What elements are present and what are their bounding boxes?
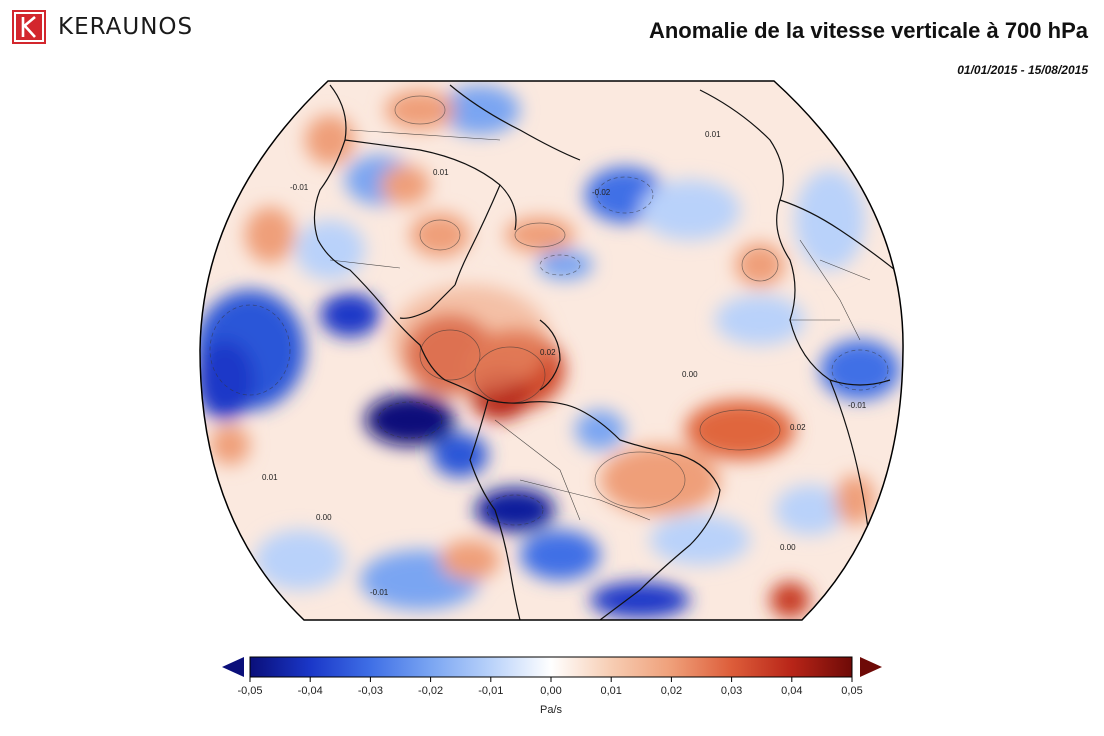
colorbar-tick-label: -0,01 (478, 685, 503, 697)
colorbar-tick-label: -0,04 (298, 685, 323, 697)
colorbar-tick-label: 0,02 (661, 685, 682, 697)
contour-label: -0.01 (848, 401, 867, 410)
colorbar-tick-label: -0,03 (358, 685, 383, 697)
colorbar-tick-label: 0,00 (540, 685, 561, 697)
date-period: 01/01/2015 - 15/08/2015 (957, 63, 1088, 77)
contour-label: 0.01 (262, 473, 278, 482)
colorbar-tick-label: -0,02 (418, 685, 443, 697)
contour-label: 0.01 (433, 168, 449, 177)
globe-field: 0.01 -0.01 0.00 0.02 -0.02 0.01 0.00 0.0… (200, 81, 904, 620)
colorbar-max-arrow-icon (860, 657, 882, 677)
colorbar-tick-label: 0,05 (841, 685, 862, 697)
contour-label: 0.00 (682, 370, 698, 379)
contour-label: 0.02 (540, 348, 556, 357)
colorbar-tick-label: 0,04 (781, 685, 802, 697)
contour-label: -0.02 (592, 188, 611, 197)
contour-label: 0.02 (790, 423, 806, 432)
colorbar-tick-label: 0,03 (721, 685, 742, 697)
contour-label: 0.00 (316, 513, 332, 522)
colorbar-min-arrow-icon (222, 657, 244, 677)
brand-name: KERAUNOS (58, 14, 194, 40)
colorbar-tick-label: 0,01 (600, 685, 621, 697)
contour-label: 0.01 (705, 130, 721, 139)
contour-label: 0.00 (780, 543, 796, 552)
contour-label: -0.01 (370, 588, 389, 597)
logo-mark-icon (12, 10, 46, 44)
chart-title: Anomalie de la vitesse verticale à 700 h… (648, 18, 1088, 43)
contour-label: -0.01 (290, 183, 309, 192)
colorbar-gradient (249, 656, 853, 678)
colorbar-unit: Pa/s (540, 704, 563, 716)
keraunos-logo: KERAUNOS (12, 10, 193, 44)
colorbar-tick-label: -0,05 (237, 685, 262, 697)
